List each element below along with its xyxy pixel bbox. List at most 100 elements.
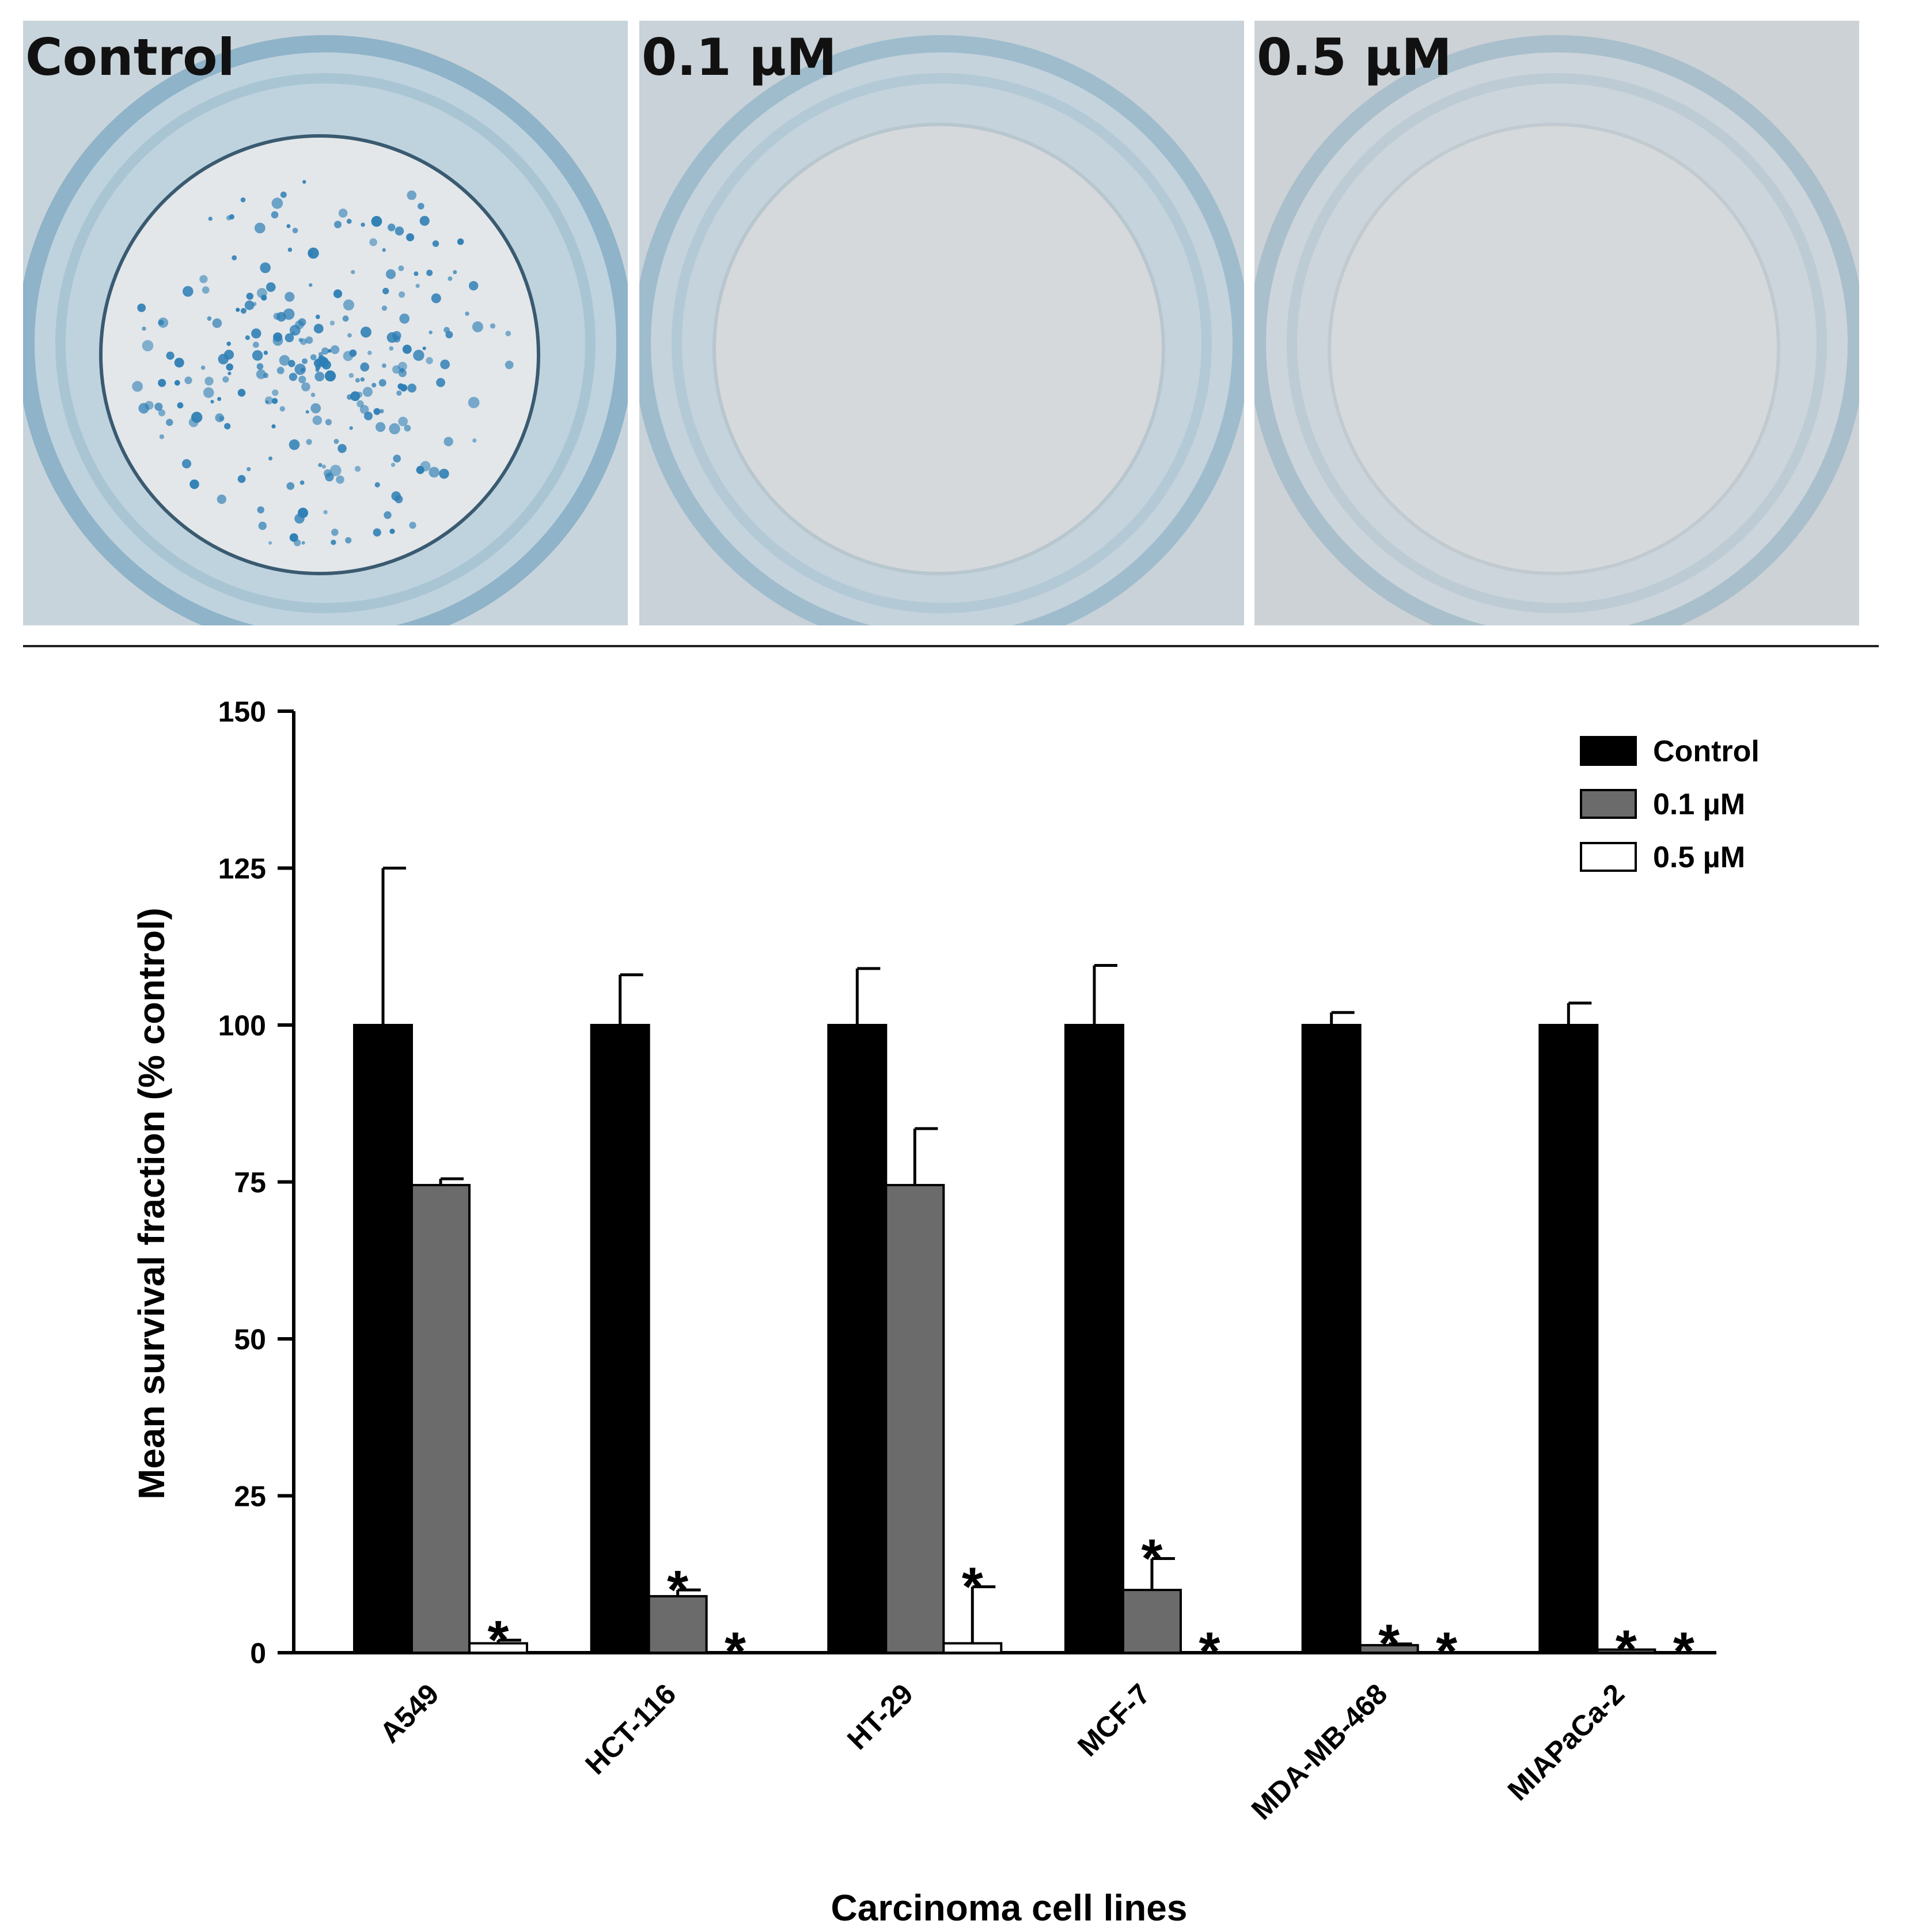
colony-dot xyxy=(360,377,365,382)
colony-dot xyxy=(302,180,306,184)
colony-dot xyxy=(288,360,295,367)
colony-dot xyxy=(416,466,424,475)
significance-mark: * xyxy=(1142,1528,1163,1589)
colony-dot xyxy=(188,417,199,427)
colony-dot xyxy=(351,270,355,274)
colony-dot xyxy=(228,371,232,375)
colony-dot xyxy=(244,300,255,310)
colony-dot xyxy=(310,403,321,413)
colony-dot xyxy=(257,288,267,298)
chart-legend: Control 0.1 µM 0.5 µM xyxy=(1580,735,1760,874)
colony-dot xyxy=(349,426,353,430)
colony-dot xyxy=(329,465,342,476)
colony-dot xyxy=(360,362,370,372)
colony-dot xyxy=(439,469,449,479)
colony-dot xyxy=(338,208,348,218)
colony-dot xyxy=(382,287,389,295)
colony-dot xyxy=(406,233,415,242)
panel-label-0.1uM: 0.1 µM xyxy=(642,28,837,87)
colony-dot xyxy=(349,349,357,357)
colony-dot xyxy=(367,350,372,355)
colony-dot xyxy=(166,419,173,426)
colony-dot xyxy=(318,463,323,468)
x-tick-label: A549 xyxy=(374,1677,445,1749)
colony-dot xyxy=(142,340,154,352)
colony-dot xyxy=(323,510,328,515)
colony-dot xyxy=(445,331,453,339)
colony-dot xyxy=(200,365,206,370)
colony-dot xyxy=(331,540,336,545)
colony-dot xyxy=(389,346,394,351)
colony-dot xyxy=(350,391,361,401)
colony-dot xyxy=(226,363,234,371)
colony-dot xyxy=(384,511,392,519)
colony-dot xyxy=(382,363,386,368)
x-tick-label: HCT-116 xyxy=(579,1677,682,1781)
colony-dot xyxy=(415,283,420,288)
colony-dot xyxy=(314,371,325,382)
colony-dot xyxy=(203,387,214,398)
colony-dot xyxy=(347,333,352,338)
dish-image-0.5uM xyxy=(1254,21,1859,625)
bar xyxy=(942,1642,1003,1654)
colony-dot xyxy=(252,350,263,361)
colony-dot xyxy=(212,318,222,328)
y-tick-label: 50 xyxy=(234,1323,266,1356)
bar xyxy=(885,1183,945,1654)
colony-dot xyxy=(199,275,208,283)
colony-dot xyxy=(321,347,329,355)
colony-dot xyxy=(158,409,165,417)
colony-dot xyxy=(256,363,264,370)
colony-dot xyxy=(245,335,250,340)
significance-mark: * xyxy=(962,1557,983,1618)
colony-dot xyxy=(287,248,293,252)
significance-mark: * xyxy=(488,1610,509,1671)
colony-dot xyxy=(398,416,408,427)
colony-dot xyxy=(264,396,273,405)
y-tick-label: 0 xyxy=(250,1637,266,1669)
colony-dot xyxy=(419,215,430,226)
colony-dot xyxy=(414,271,419,276)
colony-dot xyxy=(313,324,324,333)
colony-dot xyxy=(268,541,272,545)
y-tick-label: 100 xyxy=(218,1009,266,1042)
colony-dot xyxy=(393,454,401,463)
chart-bars: * * * * * * * * * * xyxy=(353,867,1694,1682)
colony-dot xyxy=(364,411,373,420)
colony-dot xyxy=(305,410,309,414)
colony-dot xyxy=(472,438,477,443)
dish-image-control xyxy=(23,21,628,625)
x-tick-label: MIAPaCa-2 xyxy=(1502,1677,1631,1806)
colony-dot xyxy=(217,397,222,401)
colony-dot xyxy=(453,270,457,275)
bar xyxy=(1122,1589,1182,1654)
colony-dot xyxy=(272,389,279,396)
colony-dot xyxy=(418,203,424,210)
colony-dot xyxy=(236,308,240,312)
divider-line xyxy=(23,645,1879,647)
colony-dot xyxy=(246,293,253,300)
colony-dot xyxy=(279,406,285,412)
colony-dot xyxy=(309,283,313,287)
survival-bar-chart: 0 25 50 75 100 125 150 A549 HCT-116 HT-29 MCF-7 MDA… xyxy=(131,696,1760,1929)
colony-dot xyxy=(381,305,388,311)
colony-dot xyxy=(279,355,290,366)
colony-dot xyxy=(294,513,305,524)
colony-dot xyxy=(247,467,251,472)
colony-dot xyxy=(389,423,400,435)
colony-dot xyxy=(468,397,480,408)
colony-dot xyxy=(362,386,373,397)
colony-dot xyxy=(306,439,312,445)
colony-dot xyxy=(385,269,396,279)
colony-dot xyxy=(202,286,210,294)
colony-dot xyxy=(301,382,310,392)
colony-dot xyxy=(469,281,479,291)
colony-dot xyxy=(142,327,146,331)
colony-dot xyxy=(407,190,416,200)
colony-dot xyxy=(251,328,261,339)
colony-dot xyxy=(440,359,450,370)
panel-label-control: Control xyxy=(25,28,235,87)
colony-dot xyxy=(271,424,276,429)
colony-dot xyxy=(392,331,401,340)
colony-dot xyxy=(292,227,298,234)
